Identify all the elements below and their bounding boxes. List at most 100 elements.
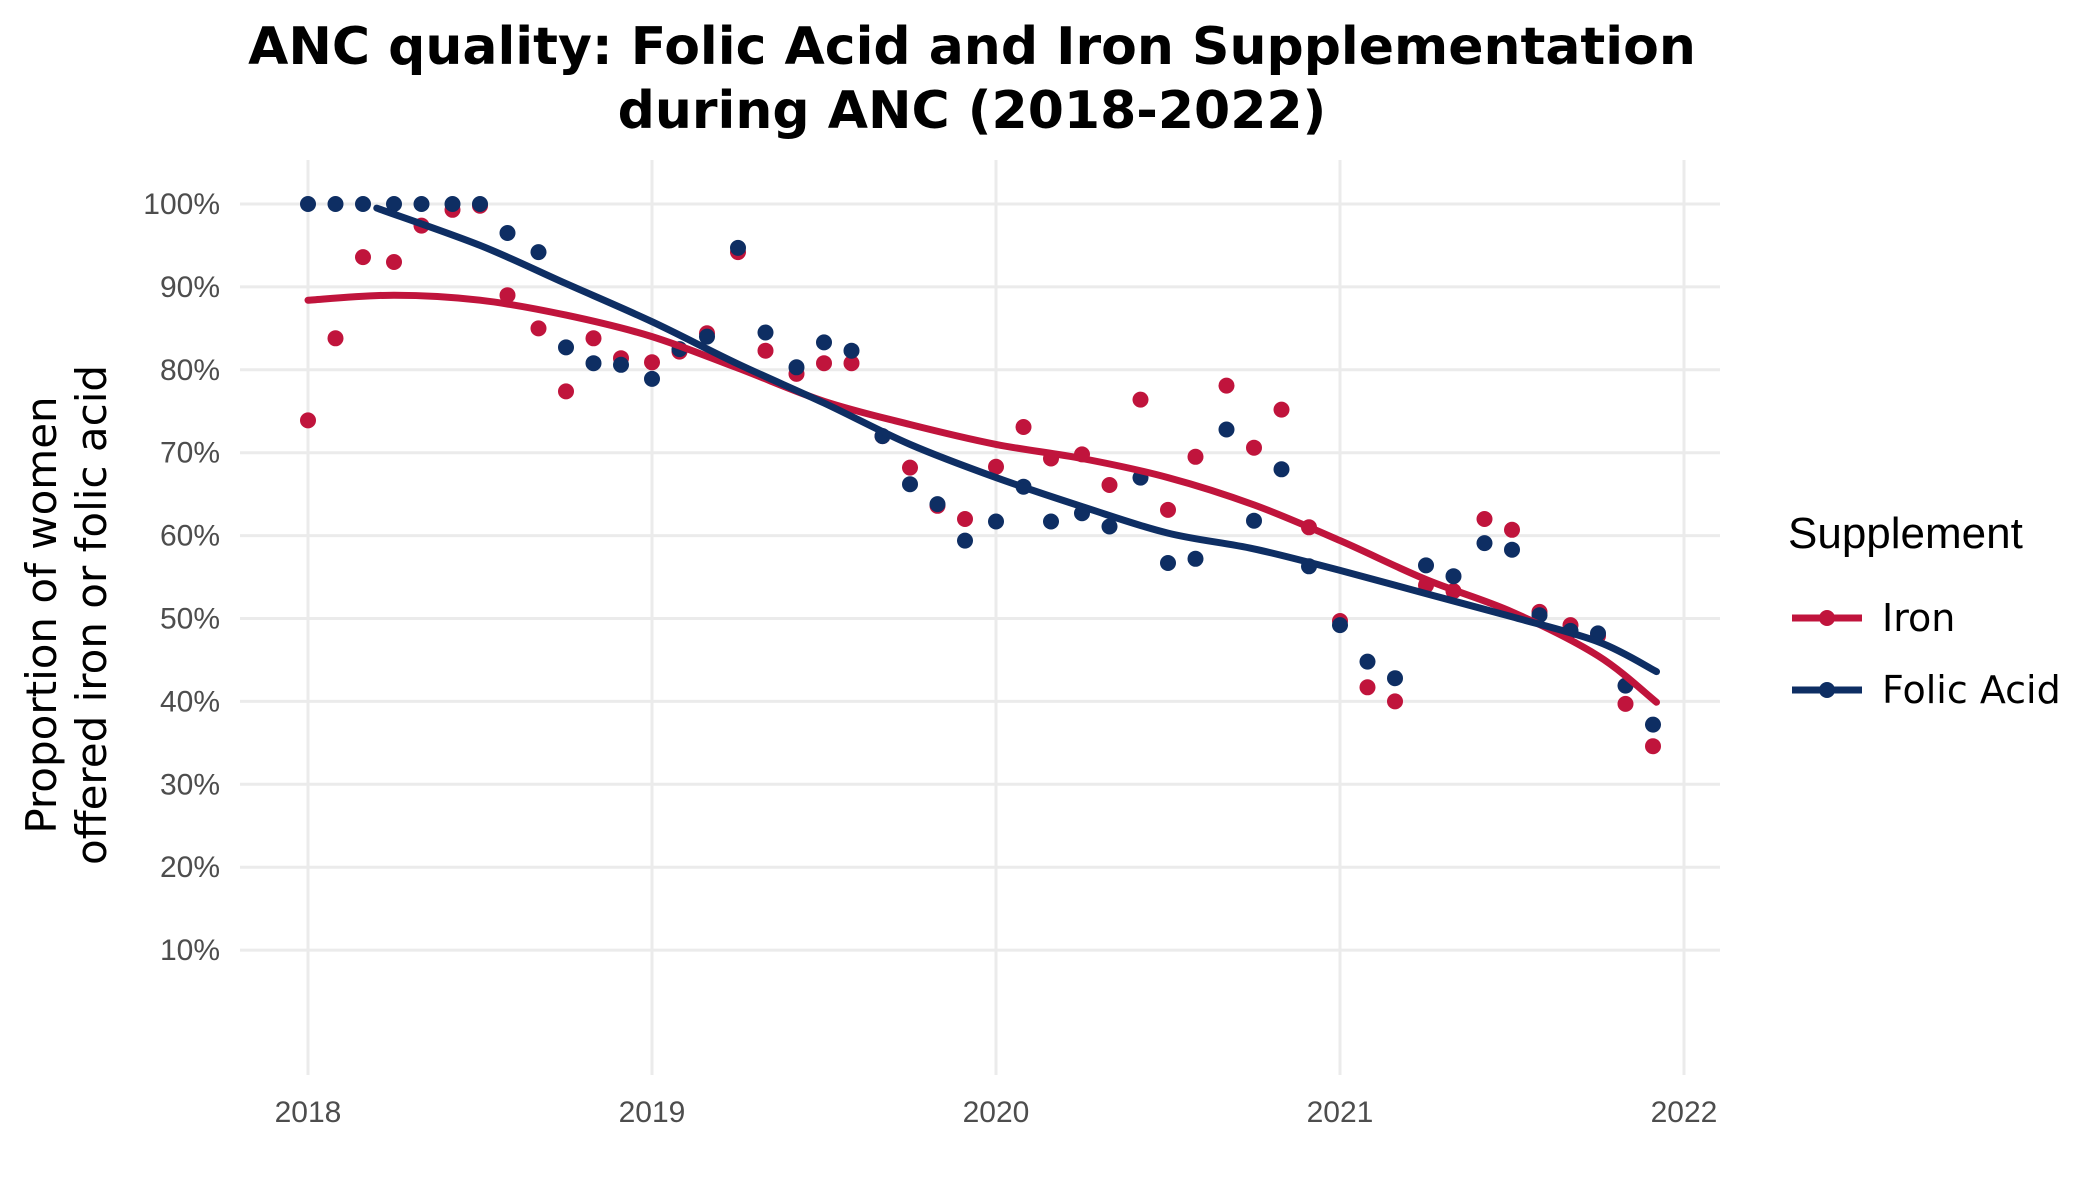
data-point bbox=[355, 196, 371, 212]
y-tick-label: 100% bbox=[143, 188, 220, 221]
data-point bbox=[1132, 391, 1149, 408]
y-axis-title: Proportion of women offered iron or foli… bbox=[17, 365, 116, 865]
data-point bbox=[386, 196, 402, 212]
trend-line-folic-acid bbox=[373, 204, 1660, 676]
y-tick-label: 90% bbox=[160, 271, 220, 304]
data-point bbox=[1246, 439, 1262, 456]
y-tick-label: 60% bbox=[160, 520, 220, 553]
data-point bbox=[788, 359, 805, 376]
data-point bbox=[1187, 550, 1204, 567]
data-point bbox=[988, 513, 1004, 530]
y-tick-label: 50% bbox=[160, 603, 220, 636]
trend-line-iron bbox=[304, 291, 1660, 706]
data-point bbox=[1359, 653, 1376, 670]
data-point bbox=[644, 354, 660, 371]
data-point bbox=[499, 225, 516, 241]
x-tick-label: 2019 bbox=[619, 1096, 686, 1129]
data-point bbox=[413, 196, 430, 212]
y-tick-labels: 10% 20% 30% 40% 50% 60% 70% 80% 90% 100% bbox=[143, 188, 220, 967]
data-point bbox=[444, 196, 461, 212]
data-point bbox=[1332, 617, 1348, 634]
data-point bbox=[1101, 477, 1118, 493]
data-point bbox=[1187, 448, 1204, 465]
x-tick-label: 2018 bbox=[275, 1096, 342, 1129]
data-point bbox=[613, 356, 629, 373]
data-point bbox=[1504, 541, 1520, 558]
legend: Supplement Iron Folic Acid bbox=[1788, 509, 2061, 712]
legend-key-point bbox=[1819, 610, 1835, 626]
y-tick-label: 80% bbox=[160, 354, 220, 387]
data-point bbox=[530, 244, 547, 261]
data-point bbox=[699, 328, 715, 345]
data-point bbox=[1617, 695, 1634, 712]
data-point bbox=[1645, 716, 1661, 733]
legend-key-point bbox=[1819, 682, 1835, 698]
data-point bbox=[355, 249, 371, 266]
data-point bbox=[558, 339, 574, 356]
data-point bbox=[1476, 511, 1493, 527]
data-point bbox=[300, 412, 316, 429]
data-point bbox=[1160, 555, 1176, 571]
legend-item-folic-acid: Folic Acid bbox=[1792, 668, 2061, 712]
data-point bbox=[988, 458, 1004, 475]
legend-label: Iron bbox=[1882, 596, 1955, 640]
data-point bbox=[1101, 518, 1118, 535]
data-point bbox=[1387, 693, 1403, 710]
data-point bbox=[1387, 670, 1403, 687]
x-tick-labels: 2018 2019 2020 2021 2022 bbox=[275, 1096, 1718, 1129]
data-point bbox=[585, 355, 602, 372]
legend-title: Supplement bbox=[1788, 509, 2023, 558]
data-point bbox=[816, 334, 832, 351]
data-point bbox=[816, 355, 832, 372]
data-point bbox=[558, 383, 574, 400]
data-point bbox=[929, 496, 946, 513]
data-point bbox=[1476, 535, 1493, 552]
data-point bbox=[1218, 421, 1235, 438]
data-point bbox=[843, 342, 860, 359]
data-point bbox=[472, 196, 488, 212]
data-point bbox=[1218, 377, 1235, 394]
data-point bbox=[530, 320, 547, 337]
y-tick-label: 10% bbox=[160, 934, 220, 967]
y-axis-title-line-1: Proportion of women bbox=[17, 396, 66, 833]
y-tick-label: 20% bbox=[160, 851, 220, 884]
x-tick-label: 2020 bbox=[963, 1096, 1030, 1129]
data-point bbox=[1043, 513, 1059, 530]
data-point bbox=[300, 196, 316, 212]
data-point bbox=[757, 342, 774, 359]
data-point bbox=[1246, 512, 1262, 529]
data-point bbox=[386, 254, 402, 270]
legend-items: Iron Folic Acid bbox=[1792, 596, 2061, 712]
data-point bbox=[730, 239, 746, 256]
data-point bbox=[327, 330, 344, 347]
data-point bbox=[1504, 521, 1520, 538]
y-axis-title-line-2: offered iron or folic acid bbox=[67, 365, 116, 865]
data-point bbox=[327, 196, 344, 212]
data-point bbox=[1015, 419, 1032, 435]
data-point bbox=[1359, 679, 1376, 696]
series-layer bbox=[300, 196, 1661, 755]
x-tick-label: 2022 bbox=[1651, 1096, 1718, 1129]
data-point bbox=[644, 370, 660, 387]
y-tick-label: 40% bbox=[160, 685, 220, 718]
data-point bbox=[843, 355, 860, 372]
data-point bbox=[1160, 501, 1176, 518]
y-tick-label: 70% bbox=[160, 437, 220, 470]
data-point bbox=[957, 532, 973, 549]
data-point bbox=[757, 324, 774, 341]
data-point bbox=[957, 511, 973, 527]
data-point bbox=[1273, 461, 1290, 478]
data-point bbox=[1645, 738, 1661, 755]
y-tick-label: 30% bbox=[160, 768, 220, 801]
chart-title-line-2: during ANC (2018-2022) bbox=[618, 81, 1327, 141]
data-point bbox=[902, 476, 918, 493]
series-points-folic-acid bbox=[300, 196, 1661, 733]
chart-title-line-1: ANC quality: Folic Acid and Iron Supplem… bbox=[248, 17, 1696, 77]
x-tick-label: 2021 bbox=[1307, 1096, 1374, 1129]
data-point bbox=[1418, 557, 1434, 574]
data-point bbox=[1445, 568, 1462, 585]
series-points-iron bbox=[300, 197, 1661, 755]
data-point bbox=[585, 330, 602, 347]
data-point bbox=[1273, 401, 1290, 418]
